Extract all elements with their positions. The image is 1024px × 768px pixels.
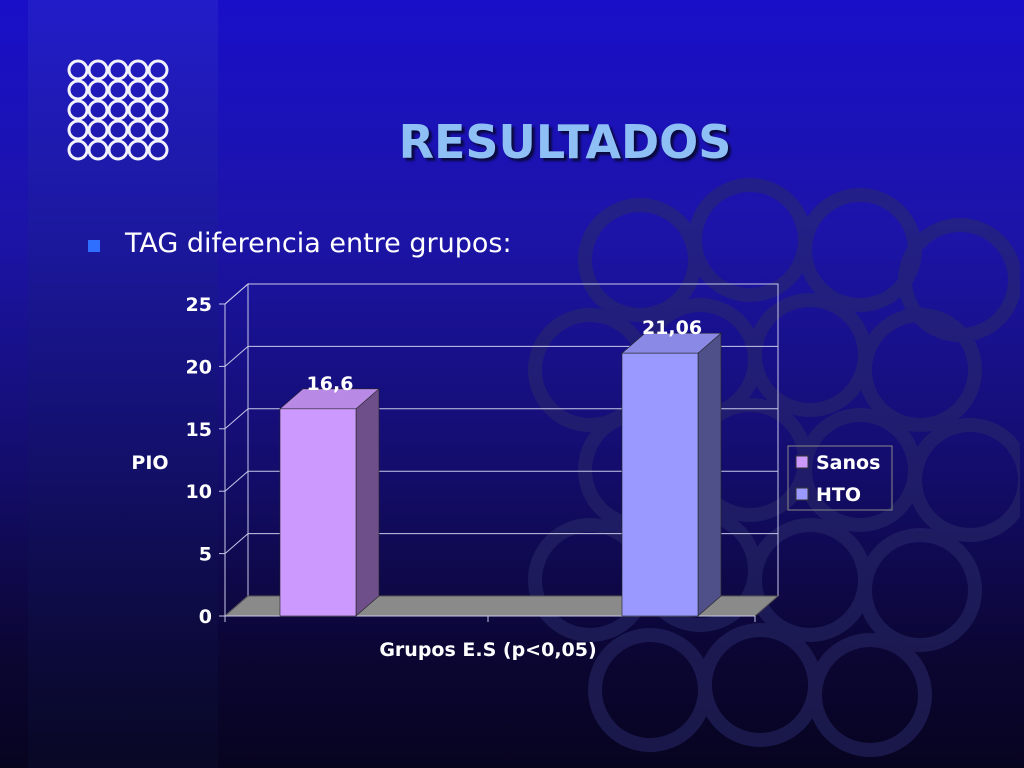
legend-label-sanos: Sanos bbox=[816, 452, 880, 474]
y-ticks: 0 5 10 15 20 25 bbox=[186, 294, 225, 628]
bar-side-sanos bbox=[355, 388, 380, 617]
bar-side-hto bbox=[697, 332, 722, 617]
bars: 16,6 21,06 bbox=[224, 317, 756, 622]
y-tick-label: 20 bbox=[186, 356, 212, 378]
legend-swatch-hto bbox=[795, 487, 809, 501]
legend: Sanos HTO bbox=[787, 445, 893, 511]
chart-side-wall bbox=[224, 282, 249, 618]
y-tick-label: 25 bbox=[186, 294, 212, 316]
page-title: RESULTADOS bbox=[398, 115, 732, 169]
bar-sanos bbox=[279, 408, 357, 617]
legend-label-hto: HTO bbox=[816, 484, 861, 506]
gridline bbox=[224, 470, 778, 492]
data-label-sanos: 16,6 bbox=[307, 373, 354, 395]
decorative-band bbox=[28, 0, 218, 768]
y-tick-label: 5 bbox=[199, 544, 212, 566]
legend-box bbox=[787, 445, 893, 511]
bar-hto bbox=[621, 352, 699, 617]
logo-icon bbox=[67, 59, 169, 161]
bullet-text: TAG diferencia entre grupos: bbox=[125, 228, 512, 259]
gridline bbox=[224, 533, 778, 554]
y-tick-label: 10 bbox=[186, 481, 212, 503]
gridline bbox=[224, 345, 778, 367]
bullet-square-icon bbox=[88, 240, 100, 252]
gridline bbox=[224, 408, 778, 430]
y-tick-label: 0 bbox=[199, 606, 212, 628]
gridlines bbox=[224, 283, 778, 554]
data-label-hto: 21,06 bbox=[642, 317, 702, 339]
legend-swatch-sanos bbox=[795, 455, 809, 469]
background-pattern bbox=[528, 178, 1020, 757]
y-axis-label: PIO bbox=[131, 452, 168, 474]
gridline bbox=[224, 283, 778, 305]
y-tick-label: 15 bbox=[186, 419, 212, 441]
x-axis-label: Grupos E.S (p<0,05) bbox=[379, 639, 596, 661]
